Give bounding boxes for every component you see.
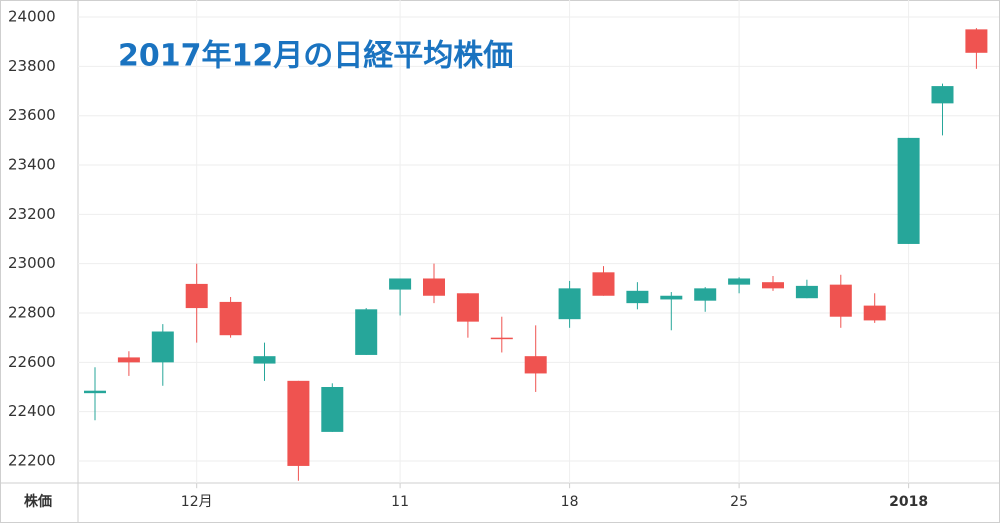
x-tick-label: 18 bbox=[561, 494, 579, 510]
y-tick-label: 22400 bbox=[8, 402, 56, 420]
candle-body bbox=[863, 305, 886, 321]
candle-body bbox=[524, 356, 547, 374]
candle-body bbox=[592, 272, 615, 296]
y-tick-label: 23200 bbox=[8, 205, 56, 223]
chart-title: 2017年12月の日経平均株価 bbox=[118, 39, 513, 74]
candle-body bbox=[423, 278, 445, 296]
candle-body bbox=[626, 290, 649, 304]
x-tick-label: 2018 bbox=[889, 494, 928, 510]
candle-body bbox=[321, 387, 344, 432]
candle-body bbox=[931, 86, 954, 104]
candle-body bbox=[185, 283, 208, 309]
candle-body bbox=[728, 278, 751, 285]
y-tick-label: 22200 bbox=[8, 452, 56, 470]
candle-body bbox=[490, 337, 513, 340]
candle-body bbox=[219, 301, 242, 336]
candle-body bbox=[389, 278, 412, 290]
series-label: 株価 bbox=[24, 493, 52, 510]
candle-body bbox=[117, 357, 140, 363]
y-tick-label: 22800 bbox=[8, 304, 56, 322]
candle-body bbox=[694, 288, 717, 301]
candle-body bbox=[795, 285, 818, 299]
x-tick-label: 11 bbox=[391, 494, 409, 510]
candle-body bbox=[897, 137, 920, 244]
candle-body bbox=[829, 284, 852, 317]
y-tick-label: 22600 bbox=[8, 353, 56, 371]
y-tick-label: 23800 bbox=[8, 57, 56, 75]
candle-body bbox=[456, 293, 479, 322]
y-tick-label: 23600 bbox=[8, 106, 56, 124]
candle-body bbox=[558, 288, 581, 320]
y-tick-label: 23000 bbox=[8, 254, 56, 272]
candle-body bbox=[965, 29, 988, 53]
candle-body bbox=[84, 390, 106, 394]
candle-body bbox=[151, 331, 174, 363]
candle-body bbox=[253, 356, 276, 364]
candle-body bbox=[660, 295, 683, 300]
candle-body bbox=[762, 282, 784, 289]
candle-body bbox=[355, 309, 378, 355]
candle-body bbox=[287, 380, 310, 466]
y-tick-label: 24000 bbox=[8, 8, 56, 26]
x-tick-label: 12月 bbox=[181, 494, 213, 510]
y-tick-label: 23400 bbox=[8, 156, 56, 174]
x-tick-label: 25 bbox=[730, 494, 748, 510]
